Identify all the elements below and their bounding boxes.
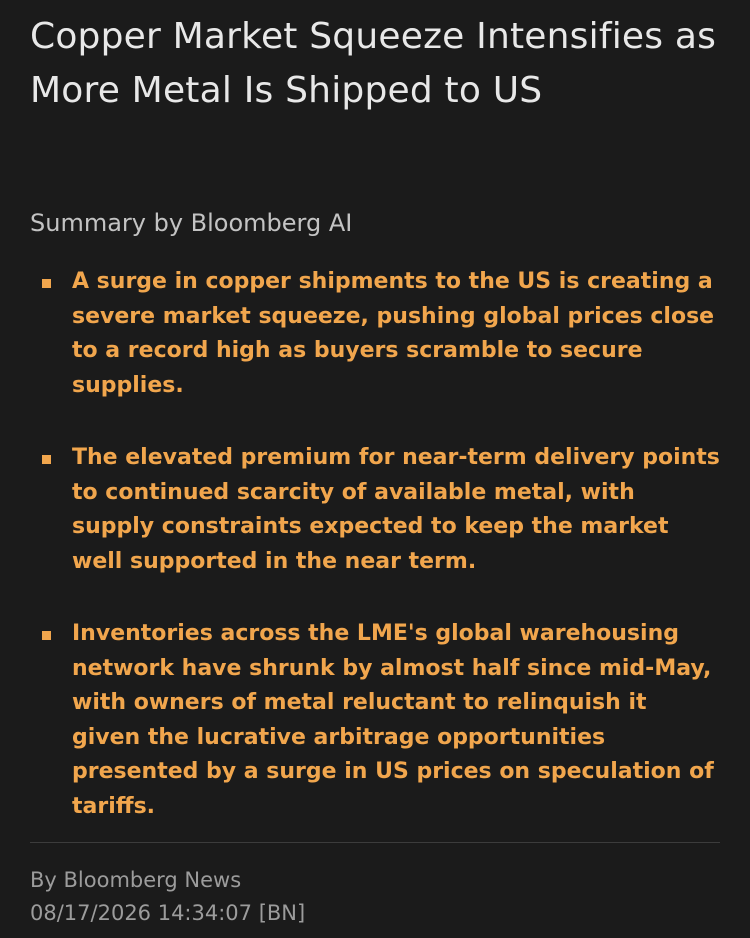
square-bullet-icon	[42, 631, 51, 640]
article-divider	[30, 842, 720, 843]
summary-bullet-3: Inventories across the LME's global ware…	[30, 617, 720, 824]
article-timestamp: 08/17/2026 14:34:07 [BN]	[30, 901, 306, 925]
summary-bullet-1: A surge in copper shipments to the US is…	[30, 265, 720, 403]
summary-bullet-2: The elevated premium for near-term deliv…	[30, 441, 720, 579]
square-bullet-icon	[42, 455, 51, 464]
summary-bullet-text: The elevated premium for near-term deliv…	[72, 445, 720, 574]
summary-bullet-list: A surge in copper shipments to the US is…	[30, 265, 720, 862]
square-bullet-icon	[42, 279, 51, 288]
ai-summary-label: Summary by Bloomberg AI	[30, 209, 353, 237]
article-byline: By Bloomberg News	[30, 868, 242, 892]
summary-bullet-text: Inventories across the LME's global ware…	[72, 621, 714, 819]
article-headline: Copper Market Squeeze Intensifies as Mor…	[30, 16, 717, 111]
summary-bullet-text: A surge in copper shipments to the US is…	[72, 269, 715, 398]
